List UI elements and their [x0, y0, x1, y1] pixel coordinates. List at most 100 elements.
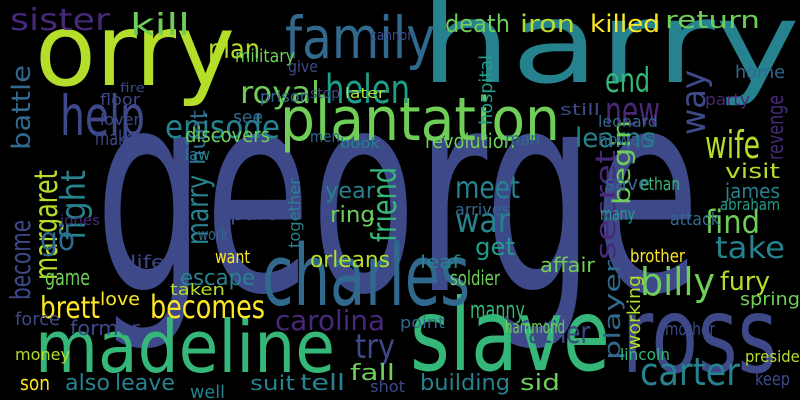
word: meet	[455, 171, 520, 206]
word: end	[605, 61, 650, 101]
word: love	[100, 289, 140, 310]
word: revenge	[764, 95, 789, 160]
word: spring	[740, 289, 800, 310]
word: madeline	[35, 305, 335, 389]
word: harry	[420, 0, 800, 109]
word: episode	[165, 108, 280, 146]
word: save	[605, 171, 650, 195]
word: battle	[7, 65, 37, 150]
word: player	[601, 259, 626, 360]
word: slave	[410, 277, 610, 394]
word: law	[185, 145, 210, 164]
word: plan	[208, 34, 260, 65]
word: point	[400, 313, 445, 332]
word: visit	[725, 159, 780, 183]
word: billy	[640, 260, 715, 304]
word: sid	[520, 371, 560, 396]
word: help	[60, 84, 145, 148]
word: men	[310, 127, 340, 146]
word: affair	[540, 253, 596, 277]
word: friend	[365, 167, 405, 242]
word: shot	[370, 377, 405, 396]
word: year	[325, 179, 376, 204]
word: hospital	[476, 55, 497, 125]
word: marry	[181, 175, 216, 245]
word: former	[70, 316, 141, 340]
word: taken	[170, 280, 225, 299]
word: lover	[100, 110, 140, 129]
word: many	[600, 204, 635, 225]
word: take	[715, 231, 785, 266]
word: orry	[35, 0, 235, 109]
word: ross	[622, 275, 777, 397]
word: way	[674, 70, 714, 135]
word: learns	[575, 123, 655, 154]
word: son	[20, 371, 50, 395]
word: leave	[115, 371, 175, 396]
word: james	[724, 179, 780, 203]
word: margaret	[27, 170, 65, 280]
word: soldier	[450, 266, 501, 290]
word: keep	[755, 369, 790, 390]
word: carolina	[275, 304, 385, 337]
word: suit	[250, 371, 295, 395]
word: return	[665, 6, 760, 34]
word: iron	[520, 10, 575, 38]
word: force	[15, 309, 60, 330]
word: brother	[630, 246, 685, 267]
word: orleans	[310, 248, 390, 273]
word: abraham	[720, 195, 780, 214]
word: book	[340, 136, 381, 152]
word: prison	[260, 87, 310, 106]
word: president	[745, 347, 800, 366]
word: fall	[350, 361, 395, 386]
word: building	[420, 371, 510, 396]
word: george	[95, 31, 700, 357]
word: charles	[262, 227, 470, 326]
word: arrives	[455, 200, 510, 219]
word: secret	[589, 150, 622, 260]
word: carter	[640, 350, 740, 394]
word: father	[520, 316, 591, 351]
word: ring	[330, 203, 375, 228]
word: try	[355, 327, 395, 367]
word: plantation	[280, 85, 560, 155]
word: ethan	[640, 174, 680, 195]
word: family	[285, 4, 435, 72]
word: fury	[720, 267, 770, 297]
word: howard	[598, 130, 656, 149]
word: manny	[470, 296, 525, 324]
word: hunt	[186, 110, 210, 165]
word: also	[65, 371, 110, 396]
word: war	[455, 201, 510, 241]
word: fire	[120, 81, 145, 95]
word: leonard	[598, 112, 658, 131]
word: game	[45, 266, 90, 291]
word: escape	[180, 266, 255, 291]
word: make	[95, 126, 135, 150]
word: wife	[705, 123, 760, 167]
word: part	[230, 201, 275, 225]
word: floor	[100, 90, 140, 109]
word: party	[705, 90, 750, 109]
word: attack	[670, 209, 721, 230]
word: kill	[130, 8, 190, 43]
word: still	[560, 100, 600, 119]
word: well	[190, 382, 225, 400]
word: together	[285, 178, 304, 248]
word: want	[215, 247, 250, 268]
word: working	[624, 275, 645, 350]
word: become	[4, 220, 37, 300]
word: revolution	[425, 129, 515, 153]
word: lincoln	[620, 345, 670, 364]
word: hammond	[505, 317, 565, 338]
word: killed	[590, 10, 660, 38]
word: fight	[54, 170, 94, 240]
word: jones	[59, 213, 100, 229]
word: mother	[665, 319, 715, 340]
word: royal	[240, 76, 320, 111]
word: brett	[40, 291, 100, 326]
word: begin	[608, 120, 636, 205]
word: sister	[10, 3, 111, 38]
word: helen	[325, 67, 410, 113]
